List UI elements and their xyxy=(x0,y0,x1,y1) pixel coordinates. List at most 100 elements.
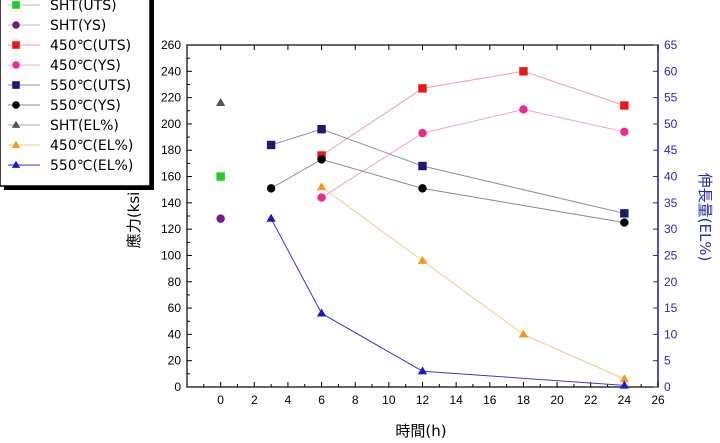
y2-tick-label: 60 xyxy=(664,64,678,78)
legend-label: 450℃(YS) xyxy=(50,58,121,74)
legend-box xyxy=(0,0,151,187)
x-tick-label: 0 xyxy=(217,393,224,407)
data-point xyxy=(266,184,276,193)
y-tick-label: 220 xyxy=(161,91,181,105)
series-line xyxy=(270,158,625,224)
series-line xyxy=(321,186,625,380)
data-point xyxy=(417,255,428,264)
data-point xyxy=(418,161,427,171)
data-point xyxy=(266,140,276,150)
series-line xyxy=(270,128,625,214)
series-lines-layer xyxy=(270,70,625,386)
data-point xyxy=(316,308,327,317)
legend-marker xyxy=(11,160,21,168)
y-tick-label: 0 xyxy=(174,380,181,394)
data-point xyxy=(417,366,428,375)
data-point xyxy=(418,128,427,138)
legend-marker xyxy=(12,1,20,9)
data-point xyxy=(317,193,326,202)
legend-label: SHT(EL%) xyxy=(50,118,119,134)
y-tick-label: 20 xyxy=(168,354,182,368)
y2-tick-label: 0 xyxy=(664,380,671,394)
x-tick-label: 20 xyxy=(550,393,564,407)
y2-tick-label: 65 xyxy=(664,38,678,52)
x-tick-label: 12 xyxy=(416,393,430,407)
series-line xyxy=(321,108,625,199)
data-point xyxy=(620,209,629,218)
y2-tick-label: 5 xyxy=(664,354,671,368)
y-tick-label: 240 xyxy=(161,64,181,78)
legend-label: 450℃(UTS) xyxy=(50,38,131,54)
y2-tick-label: 20 xyxy=(664,275,678,289)
data-point xyxy=(216,172,225,181)
data-point xyxy=(216,214,225,223)
legend-label: SHT(YS) xyxy=(50,18,106,34)
x-tick-label: 2 xyxy=(251,393,258,407)
data-point xyxy=(620,127,629,137)
y-tick-label: 80 xyxy=(168,275,182,289)
y-tick-label: 160 xyxy=(161,170,181,184)
y-axis-title: 應力(ksi) xyxy=(125,186,143,248)
y-tick-label: 200 xyxy=(161,117,181,131)
legend-marker xyxy=(12,101,20,109)
y2-tick-label: 10 xyxy=(664,327,678,341)
data-point xyxy=(216,98,226,107)
x-tick-label: 18 xyxy=(517,393,531,407)
x-tick-label: 26 xyxy=(651,393,665,407)
y2-tick-label: 25 xyxy=(664,248,678,262)
legend-label: 450℃(EL%) xyxy=(50,138,133,154)
legend-marker xyxy=(11,140,21,148)
y2-tick-label: 40 xyxy=(664,170,678,184)
legend-label: SHT(UTS) xyxy=(50,0,117,14)
data-point xyxy=(620,101,629,110)
data-point xyxy=(519,105,528,114)
legend-label: 550℃(EL%) xyxy=(50,158,133,174)
data-point xyxy=(316,182,327,191)
y-tick-label: 60 xyxy=(168,301,182,315)
data-point xyxy=(418,184,427,193)
x-tick-label: 10 xyxy=(382,393,396,407)
y-tick-label: 40 xyxy=(168,327,182,341)
legend-marker xyxy=(12,61,20,69)
y-tick-label: 140 xyxy=(161,196,181,210)
legend-label: 550℃(UTS) xyxy=(50,78,131,94)
data-point xyxy=(619,380,629,389)
legend-marker xyxy=(12,41,20,49)
x-tick-label: 16 xyxy=(483,393,497,407)
data-point xyxy=(418,84,427,93)
legend-marker xyxy=(12,21,20,29)
y2-tick-label: 30 xyxy=(664,222,678,236)
data-points-layer xyxy=(216,67,629,389)
x-tick-label: 22 xyxy=(584,393,598,407)
y2-tick-label: 45 xyxy=(664,143,678,157)
data-point xyxy=(620,218,629,227)
data-point xyxy=(266,213,276,222)
y2-tick-label: 55 xyxy=(664,91,678,105)
x-tick-label: 24 xyxy=(618,393,632,407)
legend-label: 550℃(YS) xyxy=(50,98,121,114)
series-line xyxy=(270,218,625,386)
legend: SHT(UTS) SHT(YS) 450℃(UTS) 450℃(YS) 550℃(UTS… xyxy=(0,0,154,190)
data-point xyxy=(317,155,326,164)
y-tick-label: 120 xyxy=(161,222,181,236)
y2-tick-label: 35 xyxy=(664,196,678,210)
x-tick-label: 14 xyxy=(449,393,463,407)
data-point xyxy=(317,124,326,134)
y-tick-label: 100 xyxy=(161,248,181,262)
data-point xyxy=(518,329,529,338)
x-axis-title: 時間(h) xyxy=(395,422,446,440)
x-tick-label: 6 xyxy=(318,393,325,407)
y2-axis-title: 伸長量(EL%) xyxy=(696,173,714,262)
y-tick-label: 180 xyxy=(161,143,181,157)
legend-marker xyxy=(12,81,20,89)
y-tick-label: 260 xyxy=(161,38,181,52)
ticks-layer: 0 2 4 6 8 10 12 14 16 18 20 22 24 2602040608010012014… xyxy=(161,38,678,407)
x-tick-label: 8 xyxy=(352,393,359,407)
x-tick-label: 4 xyxy=(285,393,292,407)
data-point xyxy=(519,67,528,76)
data-point xyxy=(619,374,629,383)
legend-marker xyxy=(11,120,21,128)
y2-tick-label: 50 xyxy=(664,117,678,131)
series-line xyxy=(321,70,625,156)
